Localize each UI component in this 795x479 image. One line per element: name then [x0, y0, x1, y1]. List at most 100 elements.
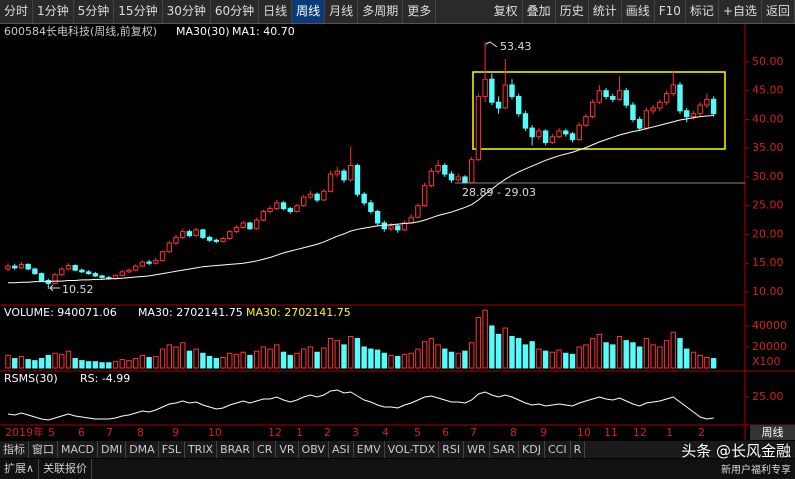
- volume-bar: [85, 361, 92, 369]
- volume-bar: [381, 352, 388, 369]
- toolbar-button[interactable]: 月线: [325, 0, 359, 23]
- indicator-tab[interactable]: VOL-TDX: [385, 441, 440, 458]
- toolbar-button[interactable]: 30分钟: [163, 0, 211, 23]
- volume-bar: [489, 325, 495, 369]
- candle-body: [395, 225, 401, 231]
- toolbar-button[interactable]: 更多: [403, 0, 437, 23]
- indicator-tab[interactable]: OBV: [299, 441, 329, 458]
- x-tick-label: 8: [137, 426, 144, 439]
- candle-body: [159, 251, 166, 261]
- toolbar-button[interactable]: 叠加: [523, 0, 556, 23]
- y-tick-label: 25.00: [752, 390, 784, 403]
- candle-body: [462, 176, 468, 184]
- volume-bar: [334, 340, 340, 369]
- candle-body: [321, 190, 327, 201]
- toolbar-button[interactable]: 复权: [490, 0, 523, 23]
- toolbar-button[interactable]: 分时: [0, 0, 34, 23]
- candle-body: [401, 222, 408, 231]
- footer-button[interactable]: 扩展∧: [0, 459, 40, 479]
- volume-bar: [690, 351, 697, 369]
- volume-ma: MA30: 2702141.75: [246, 306, 351, 319]
- indicator-tab[interactable]: 指标: [0, 441, 29, 458]
- indicator-tabs: 指标 窗口 MACD DMI DMA FSL TRIX BRAR CR VR OBV ASI EMV VO…: [0, 441, 795, 458]
- candle-body: [253, 219, 260, 230]
- indicator-tab[interactable]: BRAR: [217, 441, 255, 458]
- footer-button[interactable]: 关联报价: [39, 459, 93, 479]
- x-tick-label: 7: [106, 426, 113, 439]
- volume-bar: [448, 351, 455, 369]
- candle-body: [388, 225, 394, 230]
- indicator-tab[interactable]: VR: [276, 441, 299, 458]
- x-tick-label: 3: [352, 426, 359, 439]
- candle-body: [522, 113, 529, 129]
- toolbar-button[interactable]: 15分钟: [114, 0, 163, 23]
- low-pointer: [49, 284, 60, 292]
- indicator-tab[interactable]: CCI: [545, 441, 571, 458]
- candle-body: [348, 164, 354, 181]
- volume-bar: [368, 348, 374, 369]
- indicator-tab[interactable]: WR: [464, 441, 490, 458]
- indicator-tab[interactable]: FSL: [159, 441, 185, 458]
- candle-body: [442, 164, 448, 175]
- volume-bar: [166, 344, 172, 369]
- volume-bar: [267, 348, 273, 369]
- volume-bar: [435, 344, 441, 369]
- volume-bar: [253, 350, 260, 369]
- volume-bar: [468, 342, 475, 369]
- volume-bar: [99, 362, 105, 369]
- volume-bar: [321, 347, 327, 369]
- indicator-tab[interactable]: 窗口: [29, 441, 58, 458]
- candle-body: [670, 84, 676, 95]
- x-tick-label: 8: [510, 426, 517, 439]
- x-tick-label: 7: [470, 426, 477, 439]
- toolbar-button[interactable]: 日线: [259, 0, 293, 23]
- unit-label: X100: [752, 355, 781, 368]
- rsms-value: RS: -4.99: [80, 372, 130, 385]
- x-tick-label: 5: [48, 426, 55, 439]
- toolbar-button[interactable]: +自选: [719, 0, 762, 23]
- candle-body: [227, 231, 233, 240]
- volume-bar: [18, 355, 25, 369]
- indicator-tab[interactable]: RSI: [439, 441, 465, 458]
- candle-body: [32, 268, 38, 275]
- candle-body: [72, 265, 78, 271]
- indicator-tab[interactable]: ASI: [329, 441, 354, 458]
- toolbar-button[interactable]: 1分钟: [33, 0, 74, 23]
- indicator-tab[interactable]: EMV: [354, 441, 385, 458]
- volume-bar: [72, 358, 78, 369]
- indicator-tab[interactable]: CR: [254, 441, 277, 458]
- toolbar-button[interactable]: 统计: [589, 0, 622, 23]
- candle-body: [18, 263, 25, 269]
- indicator-tab[interactable]: DMA: [126, 441, 159, 458]
- volume-bar: [563, 352, 569, 369]
- candle-body: [435, 164, 441, 172]
- toolbar-button[interactable]: 周线: [292, 0, 326, 23]
- candle-body: [697, 104, 703, 115]
- volume-bar: [206, 355, 213, 369]
- toolbar-button[interactable]: F10: [655, 0, 686, 23]
- candle-body: [240, 222, 246, 229]
- indicator-tab[interactable]: R: [571, 441, 586, 458]
- indicator-tab[interactable]: MACD: [58, 441, 98, 458]
- toolbar-button[interactable]: 标记: [686, 0, 719, 23]
- toolbar-button[interactable]: 历史: [556, 0, 589, 23]
- volume-bar: [213, 358, 220, 369]
- toolbar-button[interactable]: 画线: [622, 0, 655, 23]
- y-tick-label: 40000: [752, 319, 787, 332]
- period-tab[interactable]: 周线: [750, 425, 795, 440]
- indicator-tab[interactable]: SAR: [490, 441, 520, 458]
- volume-bar: [180, 342, 186, 369]
- toolbar-button[interactable]: 5分钟: [74, 0, 115, 23]
- toolbar-button[interactable]: 多周期: [358, 0, 404, 23]
- volume-bar: [670, 331, 676, 369]
- indicator-tab[interactable]: TRIX: [185, 441, 218, 458]
- toolbar-button[interactable]: 60分钟: [211, 0, 260, 23]
- indicator-tab[interactable]: KDJ: [519, 441, 545, 458]
- candle-body: [213, 239, 220, 242]
- y-tick-label: 45.00: [752, 84, 784, 97]
- indicator-tab[interactable]: DMI: [98, 441, 127, 458]
- volume-bar: [421, 341, 428, 369]
- volume-bar: [529, 341, 535, 369]
- toolbar-button[interactable]: 返回: [762, 0, 795, 23]
